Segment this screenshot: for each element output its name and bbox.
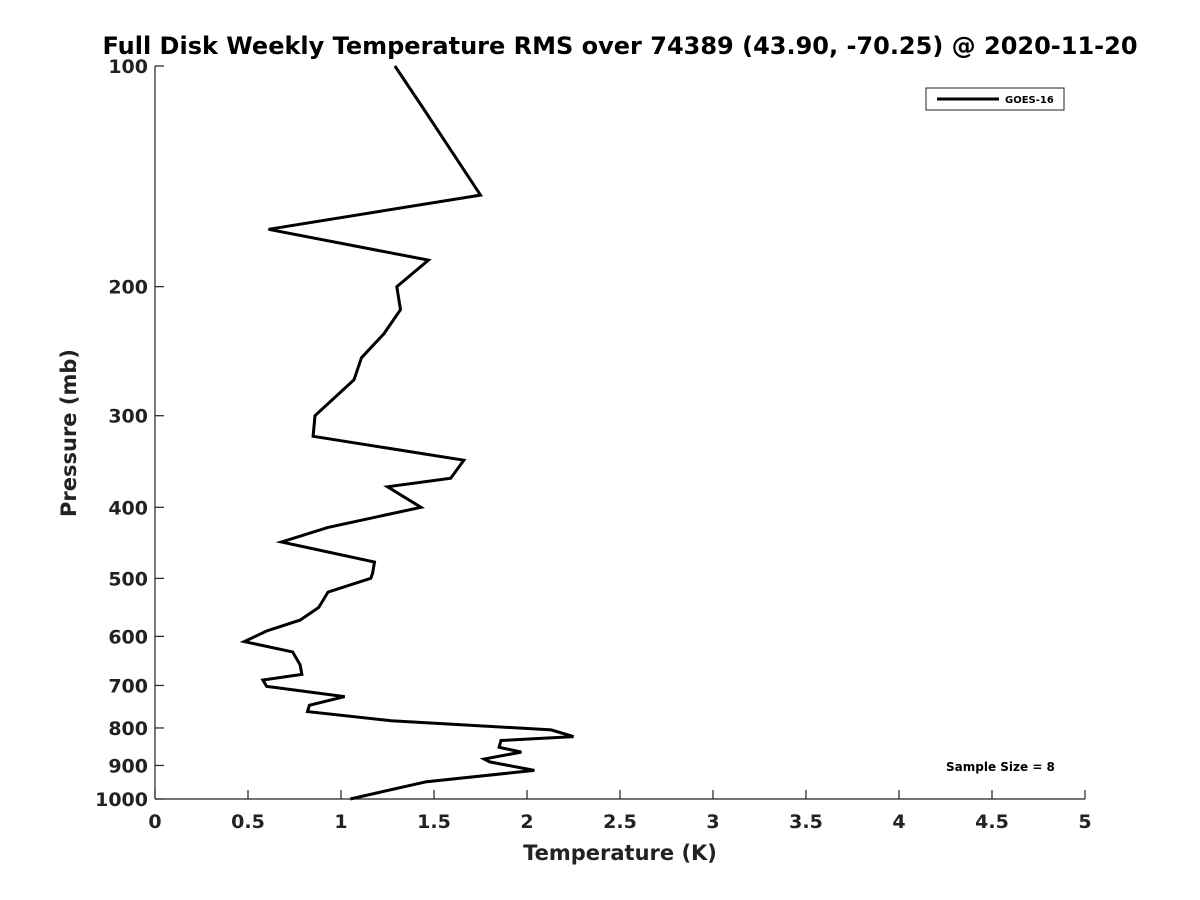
y-tick-label: 900 (108, 755, 148, 777)
y-tick-label: 400 (108, 497, 148, 519)
x-tick-label: 0.5 (231, 811, 265, 833)
y-tick-label: 600 (108, 626, 148, 648)
x-tick-label: 4.5 (975, 811, 1009, 833)
x-tick-label: 3.5 (789, 811, 823, 833)
x-tick-label: 2.5 (603, 811, 637, 833)
legend: GOES-16 (925, 87, 1065, 111)
y-tick-label: 1000 (95, 789, 148, 811)
series-layer (239, 65, 574, 801)
y-tick-label: 700 (108, 675, 148, 697)
y-tick-label: 200 (108, 277, 148, 299)
y-tick-label: 300 (108, 406, 148, 428)
series-line-goes-16 (239, 65, 574, 801)
x-tick-label: 1 (334, 811, 347, 833)
y-tick-label: 800 (108, 718, 148, 740)
x-axis-ticks: 0 0.5 1 1.5 2 2.5 3 3.5 4 4.5 5 (148, 790, 1092, 833)
y-axis-ticks: 100 200 300 400 500 600 700 800 900 1000 (95, 56, 164, 811)
chart-title: Full Disk Weekly Temperature RMS over 74… (102, 32, 1137, 60)
y-tick-label: 500 (108, 568, 148, 590)
x-tick-label: 1.5 (417, 811, 451, 833)
x-tick-label: 4 (892, 811, 905, 833)
x-tick-label: 3 (706, 811, 719, 833)
x-tick-label: 2 (520, 811, 533, 833)
x-axis-label: Temperature (K) (523, 841, 717, 865)
x-tick-label: 0 (148, 811, 161, 833)
y-tick-label: 100 (108, 56, 148, 78)
x-tick-label: 5 (1078, 811, 1091, 833)
y-axis-label: Pressure (mb) (57, 349, 81, 517)
legend-label-goes-16: GOES-16 (1005, 95, 1054, 106)
sample-size-annotation: Sample Size = 8 (946, 760, 1055, 774)
